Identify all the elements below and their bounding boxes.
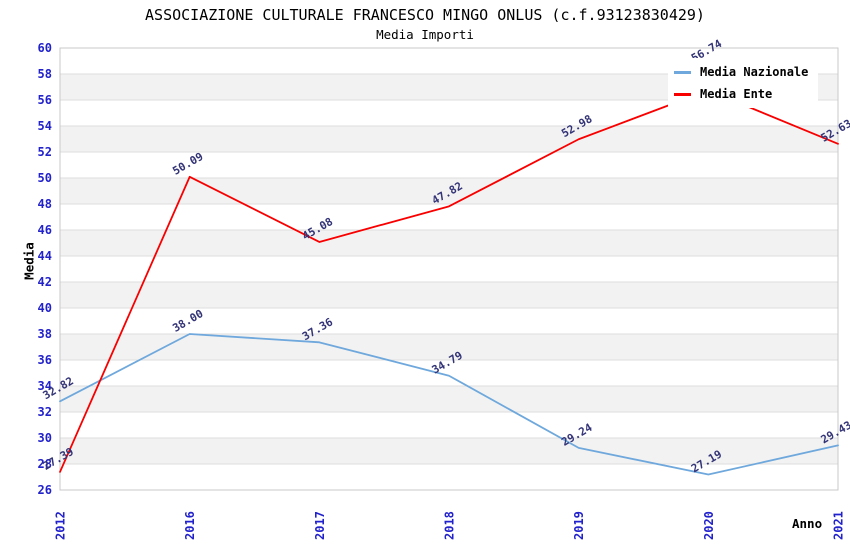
y-tick-label: 26	[38, 483, 52, 497]
y-tick-label: 36	[38, 353, 52, 367]
x-tick-label: 2017	[313, 511, 327, 540]
y-tick-label: 40	[38, 301, 52, 315]
y-tick-label: 44	[38, 249, 52, 263]
plot-band	[60, 360, 838, 386]
y-tick-label: 30	[38, 431, 52, 445]
x-tick-label: 2021	[832, 511, 846, 540]
y-axis-title: Media	[21, 242, 37, 280]
chart-subtitle: Media Importi	[376, 27, 474, 42]
legend-label-media-ente: Media Ente	[700, 87, 773, 101]
plot-band	[60, 178, 838, 204]
plot-band	[60, 126, 838, 152]
x-tick-label: 2016	[183, 511, 197, 540]
x-axis-ticks: 2012 2016 2017 2018 2019 2020 2021	[54, 511, 846, 540]
x-tick-label: 2018	[443, 511, 457, 540]
plot-band	[60, 152, 838, 178]
y-tick-label: 42	[38, 275, 52, 289]
chart-title: ASSOCIAZIONE CULTURALE FRANCESCO MINGO O…	[145, 6, 705, 24]
plot-border	[59, 47, 839, 491]
x-axis-title: Anno	[792, 516, 823, 531]
legend-swatch-media-ente-icon	[674, 92, 691, 96]
plot-band	[60, 386, 838, 412]
plot-band	[60, 204, 838, 230]
plot-band	[60, 282, 838, 308]
y-tick-label: 32	[38, 405, 52, 419]
plot-bands	[60, 48, 838, 490]
x-tick-label: 2012	[54, 511, 68, 540]
y-tick-label: 50	[38, 171, 52, 185]
y-tick-label: 38	[38, 327, 52, 341]
y-tick-label: 28	[38, 457, 52, 471]
x-tick-label: 2020	[702, 511, 716, 540]
series-line-media-nazionale	[59, 333, 839, 476]
plot-band	[60, 464, 838, 490]
legend-label-media-nazionale: Media Nazionale	[700, 65, 809, 79]
legend-item-media-nazionale: Media Nazionale	[674, 65, 818, 79]
plot-band	[60, 438, 838, 464]
legend-swatch-media-nazionale-icon	[674, 70, 691, 74]
y-axis-ticks: 26 28 30 32 34 36 38 40 42 44 46 48 50 52 54 56 58 60	[38, 41, 52, 497]
y-tick-label: 48	[38, 197, 52, 211]
y-tick-label: 46	[38, 223, 52, 237]
plot-band	[60, 230, 838, 256]
y-tick-label: 60	[38, 41, 52, 55]
y-tick-label: 52	[38, 145, 52, 159]
legend-item-media-ente: Media Ente	[674, 87, 818, 101]
x-tick-label: 2019	[572, 511, 586, 540]
y-tick-label: 54	[38, 119, 52, 133]
plot-band	[60, 334, 838, 360]
plot-band	[60, 412, 838, 438]
legend: Media Nazionale Media Ente	[668, 58, 818, 108]
y-tick-label: 34	[38, 379, 52, 393]
y-tick-label: 58	[38, 67, 52, 81]
y-tick-label: 56	[38, 93, 52, 107]
plot-band	[60, 308, 838, 334]
plot-band	[60, 256, 838, 282]
